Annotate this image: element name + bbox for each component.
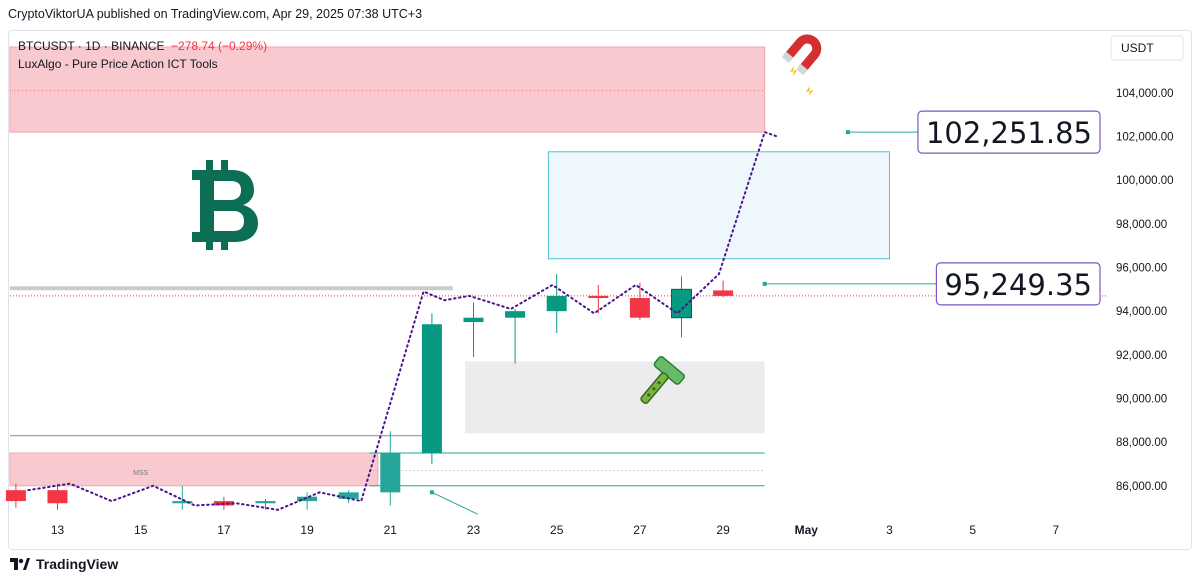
candle-body — [5, 490, 26, 502]
x-tick-7: 27 — [633, 523, 647, 537]
candle-body — [505, 311, 526, 318]
publish-header: CryptoViktorUA published on TradingView.… — [8, 7, 423, 21]
spark-icon-2 — [806, 86, 813, 96]
y-tick-7: 90,000.00 — [1116, 393, 1167, 405]
footer-brand-label: TradingView — [36, 556, 119, 572]
projection-path — [27, 130, 779, 511]
x-tick-5: 23 — [467, 523, 481, 537]
zone-demand-2 — [465, 361, 765, 434]
magnet-icon — [781, 34, 822, 76]
candle-12 — [5, 483, 26, 508]
candle-body — [172, 501, 193, 504]
target-dot-1 — [762, 281, 767, 286]
price-axis: 104,000.00 102,000.00 100,000.00 98,000.00 9… — [1116, 88, 1174, 493]
candle-body — [463, 317, 484, 323]
x-tick-11: 5 — [969, 523, 976, 537]
candles-layer — [5, 274, 734, 510]
x-tick-3: 19 — [300, 523, 314, 537]
x-tick-0: 13 — [51, 523, 65, 537]
candle-29 — [713, 280, 734, 297]
y-tick-6: 92,000.00 — [1116, 350, 1167, 362]
mss-annotation: MSS — [133, 470, 149, 477]
candle-body — [297, 496, 318, 502]
y-tick-9: 86,000.00 — [1116, 481, 1167, 493]
target-box-0 — [917, 110, 1101, 154]
zone-supply-3 — [9, 452, 379, 487]
currency-button[interactable] — [1110, 35, 1184, 61]
x-tick-6: 25 — [550, 523, 564, 537]
candle-26 — [588, 284, 609, 314]
x-tick-1: 15 — [134, 523, 148, 537]
x-tick-8: 29 — [716, 523, 730, 537]
currency-label: USDT — [1121, 41, 1154, 55]
candle-25 — [546, 274, 567, 333]
x-tick-12: 7 — [1053, 523, 1060, 537]
y-tick-1: 102,000.00 — [1116, 132, 1174, 144]
candle-23 — [463, 302, 484, 357]
candle-body — [671, 289, 692, 318]
candle-body — [588, 295, 609, 299]
pointer-line — [431, 491, 478, 515]
candle-body — [713, 290, 734, 296]
targets-layer: 102,251.85 95,249.35 — [762, 110, 1101, 306]
candle-body — [546, 295, 567, 312]
tradingview-logo-icon — [10, 558, 30, 570]
candle-18 — [255, 498, 276, 510]
zone-supply-0 — [9, 46, 766, 133]
legend-change: −278.74 (−0.29%) — [171, 39, 267, 53]
y-tick-4: 96,000.00 — [1116, 262, 1167, 274]
candle-body — [255, 501, 276, 504]
zone-fvg-1 — [547, 151, 890, 260]
candle-22 — [421, 313, 442, 464]
target-dot-0 — [845, 130, 850, 135]
y-tick-8: 88,000.00 — [1116, 437, 1167, 449]
candle-28 — [671, 276, 692, 338]
candle-outline — [671, 288, 692, 319]
x-tick-2: 17 — [217, 523, 231, 537]
x-tick-4: 21 — [384, 523, 398, 537]
pointer-dot — [429, 490, 434, 495]
y-tick-2: 100,000.00 — [1116, 175, 1174, 187]
bitcoin-icon — [192, 160, 258, 250]
candle-20 — [338, 490, 359, 504]
chart-frame — [8, 30, 1192, 550]
candle-16 — [172, 485, 193, 510]
zones-layer — [9, 46, 890, 487]
spark-icon — [790, 66, 797, 76]
footer-brand[interactable]: TradingView — [10, 556, 118, 572]
candle-body — [629, 298, 650, 318]
y-tick-0: 104,000.00 — [1116, 88, 1174, 100]
y-tick-3: 98,000.00 — [1116, 219, 1167, 231]
candle-24 — [505, 308, 526, 364]
candle-body — [338, 492, 359, 499]
x-tick-9: May — [795, 523, 819, 537]
time-axis: 13 15 17 19 21 23 25 27 29 May 3 5 7 — [51, 523, 1060, 537]
legend-indicator[interactable]: LuxAlgo - Pure Price Action ICT Tools — [18, 57, 218, 71]
projection-layer — [27, 130, 779, 511]
candle-body — [47, 490, 68, 504]
candle-21 — [380, 431, 401, 506]
x-tick-10: 3 — [886, 523, 893, 537]
target-label-1: 95,249.35 — [944, 268, 1092, 302]
target-box-1 — [935, 262, 1101, 306]
candle-27 — [629, 282, 650, 320]
candle-13 — [47, 483, 68, 510]
razor-icon — [640, 356, 685, 404]
legend-symbol: BTCUSDT · 1D · BINANCE — [18, 39, 164, 53]
y-tick-5: 94,000.00 — [1116, 306, 1167, 318]
candle-19 — [297, 492, 318, 510]
candle-body — [380, 453, 401, 493]
target-label-0: 102,251.85 — [926, 116, 1092, 150]
candle-body — [421, 324, 442, 454]
